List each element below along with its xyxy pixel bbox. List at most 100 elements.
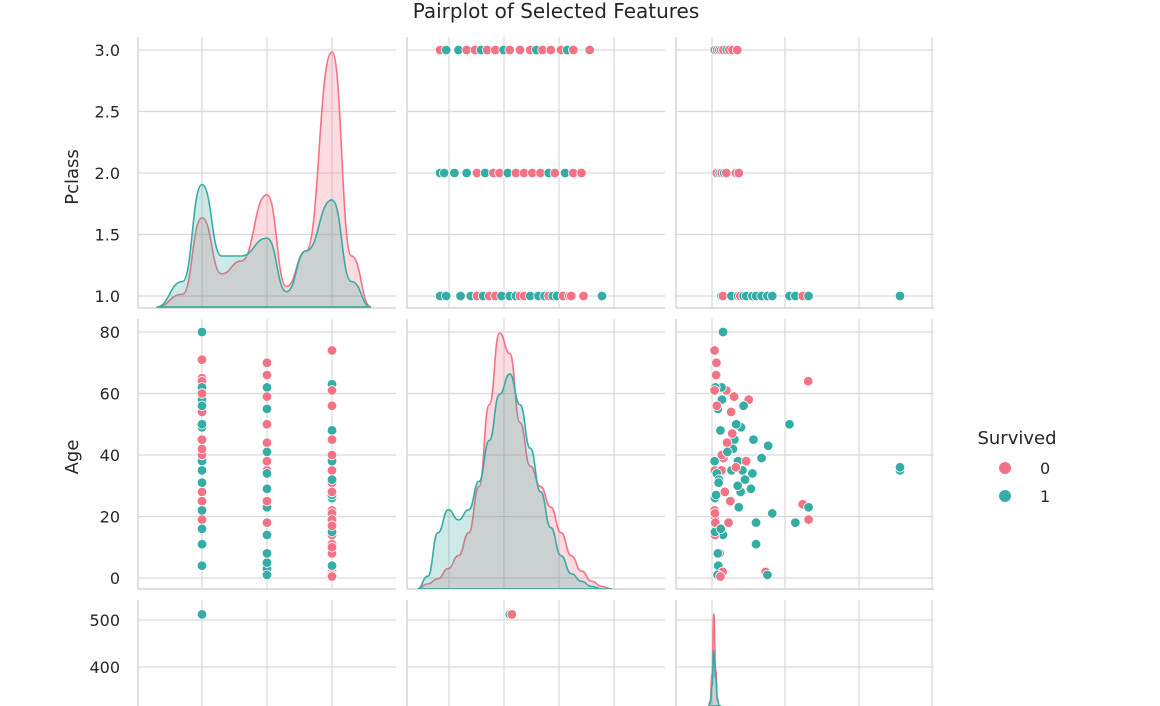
scatter-point — [326, 385, 338, 396]
scatter-point — [568, 44, 579, 56]
scatter-point — [549, 167, 561, 179]
scatter-point — [738, 400, 749, 412]
scatter-point — [767, 508, 778, 519]
scatter-point — [196, 560, 208, 571]
scatter-point — [578, 290, 589, 302]
legend-label-1: 1 — [1040, 487, 1050, 506]
panel-r2-c1 — [406, 600, 665, 706]
legend-label-0: 0 — [1040, 459, 1050, 478]
scatter-point — [196, 486, 208, 498]
scatter-point — [715, 571, 726, 582]
scatter-point — [461, 167, 472, 179]
scatter-point — [196, 465, 208, 476]
y-tick-label: 40 — [100, 446, 120, 465]
scatter-point — [894, 290, 906, 302]
scatter-point — [441, 290, 452, 302]
scatter-group-pclass_vs_fare — [196, 609, 208, 620]
scatter-group-fare_vs_age — [709, 326, 906, 582]
scatter-point — [732, 480, 743, 491]
y-tick-label: 60 — [100, 385, 120, 404]
kde-curve-age-hue-0 — [417, 332, 613, 589]
scatter-point — [514, 44, 526, 56]
scatter-point — [709, 385, 720, 396]
scatter-point — [747, 468, 758, 479]
y-tick-label: 3.0 — [95, 41, 120, 60]
scatter-point — [196, 354, 208, 365]
legend-marker-1 — [999, 490, 1011, 502]
scatter-point — [750, 538, 762, 550]
scatter-point — [731, 419, 742, 430]
scatter-point — [732, 44, 743, 56]
kde-group-fare — [707, 613, 722, 706]
scatter-point — [717, 326, 729, 338]
scatter-point — [196, 523, 208, 535]
scatter-point — [803, 514, 814, 525]
scatter-point — [722, 446, 733, 458]
y-tick-label: 0 — [110, 569, 120, 588]
scatter-point — [711, 357, 722, 368]
scatter-point — [261, 529, 273, 541]
scatter-point — [326, 449, 338, 461]
scatter-point — [740, 455, 752, 467]
scatter-point — [261, 382, 273, 393]
scatter-point — [584, 44, 595, 56]
scatter-point — [326, 486, 338, 498]
scatter-point — [712, 548, 724, 559]
scatter-point — [326, 434, 338, 445]
kde-curve-pclass-hue-0 — [156, 51, 372, 308]
scatter-point — [725, 406, 737, 418]
scatter-point — [748, 434, 759, 445]
scatter-point — [196, 400, 208, 412]
panel-r2-c2 — [675, 600, 934, 706]
scatter-point — [719, 486, 731, 498]
scatter-point — [730, 462, 742, 473]
scatter-point — [710, 489, 722, 501]
scatter-point — [725, 495, 736, 507]
scatter-point — [196, 505, 208, 516]
scatter-point — [455, 290, 466, 302]
scatter-point — [506, 609, 518, 620]
scatter-point — [715, 523, 727, 535]
scatter-point — [261, 369, 273, 381]
scatter-point — [261, 483, 273, 495]
scatter-point — [438, 167, 450, 179]
scatter-point — [196, 443, 208, 455]
scatter-point — [733, 167, 745, 179]
y-tick-label: 1.5 — [95, 226, 120, 245]
scatter-point — [196, 434, 208, 445]
scatter-point — [762, 440, 774, 451]
scatter-point — [709, 508, 721, 519]
scatter-point — [261, 455, 273, 467]
scatter-point — [710, 369, 722, 381]
y-tick-label: 80 — [100, 323, 120, 342]
scatter-point — [723, 517, 734, 528]
scatter-point — [784, 419, 795, 430]
y-tick-label: 500 — [89, 611, 120, 630]
scatter-point — [803, 502, 814, 513]
scatter-point — [261, 437, 273, 448]
y-axis-label-pclass: Pclass — [62, 149, 83, 205]
scatter-point — [326, 474, 338, 485]
scatter-point — [566, 290, 577, 302]
scatter-point — [261, 468, 273, 479]
scatter-point — [711, 400, 722, 412]
kde-curve-age-hue-1 — [417, 373, 613, 589]
scatter-point — [326, 560, 338, 571]
scatter-point — [261, 403, 273, 415]
scatter-point — [790, 517, 801, 528]
scatter-point — [715, 425, 726, 436]
scatter-point — [261, 557, 273, 568]
scatter-point — [504, 44, 515, 56]
tick-labels: 1.0 1.5 2.0 2.5 3.0 0 20 40 60 80 400 500 — [89, 41, 120, 677]
y-axis-label-age: Age — [62, 440, 83, 475]
scatter-point — [739, 474, 751, 485]
scatter-point — [721, 437, 733, 448]
scatter-point — [196, 477, 208, 488]
scatter-point — [728, 391, 740, 402]
scatter-point — [196, 609, 208, 620]
scatter-point — [261, 357, 273, 368]
scatter-point — [261, 419, 273, 430]
scatter-group-fare_vs_pclass — [709, 44, 906, 302]
scatter-point — [733, 502, 745, 513]
kde-curve-fare-hue-1 — [707, 649, 722, 706]
